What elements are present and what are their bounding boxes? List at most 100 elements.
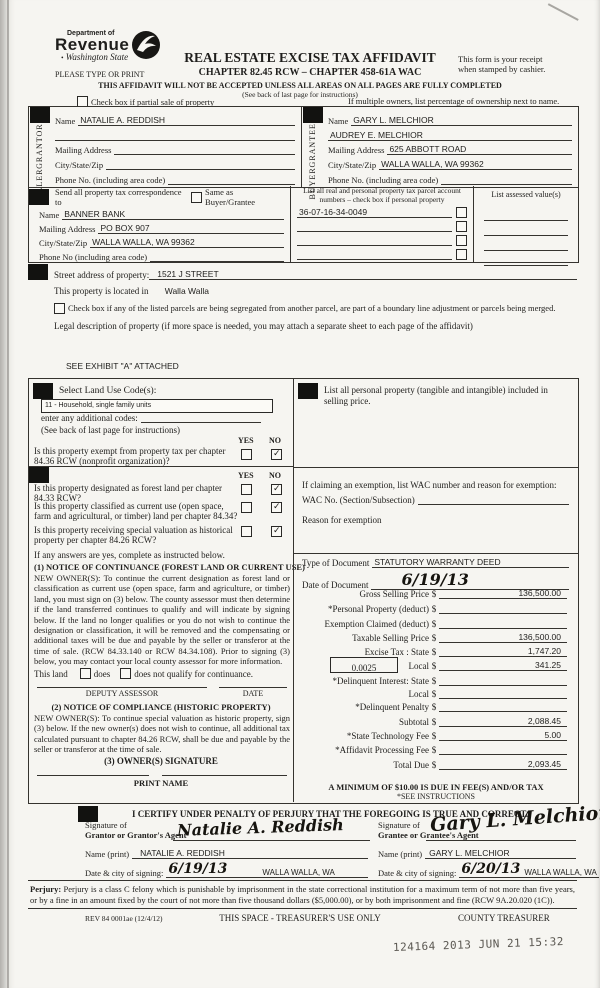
- corr-name-field[interactable]: BANNER BANK: [62, 209, 284, 220]
- corr-phone-field[interactable]: [150, 261, 284, 262]
- grantor-city-field[interactable]: WALLA WALLA, WA: [229, 868, 368, 878]
- delinquent-interest-state-field[interactable]: [439, 685, 567, 686]
- assessed-value-field[interactable]: [484, 221, 568, 236]
- does-qualify-checkbox[interactable]: [79, 668, 91, 679]
- owners-signature-title: (3) OWNER(S) SIGNATURE: [104, 756, 218, 766]
- grantor-print-field[interactable]: NATALIE A. REDDISH: [132, 848, 368, 859]
- corr-mailing-field[interactable]: PO BOX 907: [98, 223, 284, 234]
- scan-fold-mark: [547, 0, 587, 21]
- personal-property-checkbox[interactable]: [456, 207, 467, 218]
- owner-signature-line[interactable]: [37, 775, 149, 776]
- dollar-sign: $: [431, 731, 437, 741]
- gross-selling-price-field[interactable]: 136,500.00: [439, 588, 567, 599]
- wac-number-field[interactable]: [417, 504, 569, 505]
- taxable-selling-price-field[interactable]: 136,500.00: [439, 632, 567, 643]
- does-not-qualify-checkbox[interactable]: [120, 668, 132, 679]
- additional-codes-field[interactable]: [140, 422, 261, 423]
- seller-phone-field[interactable]: [168, 183, 295, 185]
- land-use-code-select[interactable]: 11 - Household, single family units: [41, 399, 273, 413]
- personal-property-checkbox[interactable]: [456, 249, 467, 260]
- agency-name: Revenue: [55, 35, 130, 54]
- same-as-buyer-checkbox[interactable]: [191, 191, 203, 203]
- grantor-signature-line[interactable]: [173, 840, 370, 841]
- forest-yes-checkbox[interactable]: [241, 484, 252, 495]
- exempt-yes-checkbox[interactable]: [241, 449, 252, 460]
- revenue-logo: Department of Revenue • Washington State: [55, 30, 205, 62]
- located-in-field[interactable]: Walla Walla: [164, 286, 209, 296]
- seller-citystatezip-field[interactable]: [106, 169, 295, 171]
- buyer-phone-field[interactable]: [441, 183, 572, 185]
- parcel-number-field[interactable]: [297, 231, 452, 232]
- delinquent-penalty-field[interactable]: [439, 711, 567, 712]
- deputy-date-line[interactable]: [219, 687, 287, 688]
- multiple-owners-label: If multiple owners, list percentage of o…: [348, 96, 560, 106]
- grantee-date-field[interactable]: 6/20/13: [459, 861, 523, 878]
- seller-name-field[interactable]: NATALIE A. REDDISH: [78, 115, 295, 126]
- excise-tax-local-field[interactable]: 341.25: [439, 660, 567, 671]
- grantee-print-field[interactable]: GARY L. MELCHIOR: [425, 848, 576, 859]
- legal-description-field[interactable]: SEE EXHIBIT "A" ATTACHED: [66, 361, 179, 371]
- money-label: Total Due: [393, 760, 429, 770]
- historic-no-checkbox[interactable]: [271, 525, 282, 537]
- grantee-sig-label: Signature of: [378, 820, 420, 830]
- seller-mailing-field[interactable]: [114, 154, 295, 156]
- revenue-logo-icon: [132, 31, 161, 59]
- owner-signature-line[interactable]: [162, 775, 287, 776]
- buyer-mailing-field[interactable]: 625 ABBOTT ROAD: [387, 144, 572, 156]
- grantor-sig-label: Signature of: [85, 820, 127, 830]
- grantee-signature-line[interactable]: [426, 840, 576, 841]
- treasurer-timestamp-stamp: 124164 2013 JUN 21 15:32: [392, 935, 565, 954]
- assessed-value-field[interactable]: [484, 236, 568, 251]
- grantee-city-field[interactable]: WALLA WALLA, WA: [522, 868, 599, 878]
- state-technology-fee-field[interactable]: 5.00: [439, 730, 567, 741]
- parcel-number-field[interactable]: [297, 245, 452, 246]
- street-address-field[interactable]: 1521 J STREET: [149, 269, 577, 280]
- parcel-number-field[interactable]: 36-07-16-34-0049: [297, 207, 452, 218]
- deputy-assessor-signature-line[interactable]: [37, 687, 207, 688]
- personal-property-checkbox[interactable]: [456, 235, 467, 246]
- grantor-date-field[interactable]: 6/19/13: [166, 861, 230, 878]
- corr-phone-label: Phone No (including area code): [39, 252, 148, 262]
- print-name-label: PRINT NAME: [133, 778, 189, 788]
- section-marker-box: [78, 806, 98, 822]
- forest-no-checkbox[interactable]: [271, 483, 282, 495]
- street-address-label: Street address of property:: [54, 270, 150, 280]
- assessed-value-field[interactable]: [484, 208, 568, 221]
- see-back-label: (See back of last page for instructions): [242, 90, 358, 99]
- current-use-no-checkbox[interactable]: [271, 501, 282, 513]
- personal-property-checkbox[interactable]: [456, 221, 467, 232]
- personal-property-deduct-field[interactable]: [439, 613, 567, 614]
- seller-mailing-label: Mailing Address: [55, 145, 112, 156]
- buyer-phone-label: Phone No. (including area code): [328, 174, 439, 185]
- property-section: Street address of property: 1521 J STREE…: [28, 264, 577, 371]
- exempt-no-checkbox[interactable]: [271, 448, 282, 460]
- buyer-name2-field[interactable]: AUDREY E. MELCHIOR: [328, 130, 572, 141]
- parcel-number-field[interactable]: [297, 259, 452, 260]
- segregated-checkbox[interactable]: [54, 303, 65, 314]
- seller-name2-field[interactable]: [55, 139, 295, 141]
- form-title: REAL ESTATE EXCISE TAX AFFIDAVIT: [184, 50, 436, 65]
- type-of-document-field[interactable]: STATUTORY WARRANTY DEED: [372, 557, 569, 568]
- grantor-sig-label2: Grantor or Grantor's Agent: [85, 830, 187, 840]
- dollar-sign: $: [431, 633, 437, 643]
- total-due-field[interactable]: 2,093.45: [439, 759, 567, 770]
- additional-codes-label: enter any additional codes:: [41, 413, 138, 423]
- excise-tax-state-field[interactable]: 1,747.20: [439, 646, 567, 657]
- segregated-label: Check box if any of the listed parcels a…: [68, 303, 556, 313]
- exempt-question-label: Is this property exempt from property ta…: [34, 446, 226, 466]
- notice1-body: NEW OWNER(S): To continue the current de…: [34, 573, 290, 667]
- affidavit-processing-fee-field[interactable]: [439, 754, 567, 755]
- select-land-use-label: Select Land Use Code(s):: [59, 386, 157, 396]
- subtotal-field[interactable]: 2,088.45: [439, 716, 567, 727]
- exemption-claimed-field[interactable]: [439, 628, 567, 629]
- current-use-yes-checkbox[interactable]: [241, 502, 252, 513]
- see-instructions-note: *SEE INSTRUCTIONS: [396, 792, 475, 801]
- corr-citystatezip-field[interactable]: WALLA WALLA, WA 99362: [90, 237, 284, 248]
- buyer-name-field[interactable]: GARY L. MELCHIOR: [351, 115, 572, 126]
- date-of-document-field[interactable]: 6/19/13: [371, 570, 569, 590]
- section-marker-box: [29, 467, 49, 483]
- assessed-value-field[interactable]: [484, 251, 568, 266]
- buyer-citystatezip-field[interactable]: WALLA WALLA, WA 99362: [379, 159, 572, 171]
- historic-yes-checkbox[interactable]: [241, 526, 252, 537]
- delinquent-interest-local-field[interactable]: [439, 698, 567, 699]
